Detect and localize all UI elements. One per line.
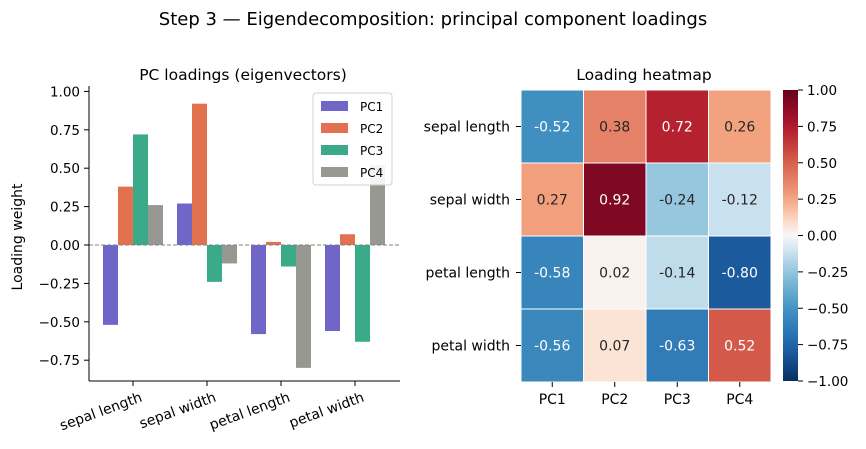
legend-label-pc1: PC1 xyxy=(360,100,383,114)
heatmap-cell-label: 0.02 xyxy=(599,266,630,282)
bar-pc4-petal-length xyxy=(296,245,311,368)
bar-pc2-sepal-length xyxy=(118,186,133,245)
heatmap-cell xyxy=(583,162,647,237)
heatmap-col-label: PC4 xyxy=(726,392,753,408)
heatmap-cell-label: -0.24 xyxy=(659,193,695,209)
bar-pc1-petal-width xyxy=(325,245,340,332)
legend-swatch-pc4 xyxy=(321,167,348,177)
bar-pc1-petal-length xyxy=(251,245,266,335)
heatmap-cell xyxy=(645,235,709,310)
heatmap-row-label: petal length xyxy=(425,266,510,282)
bar-x-tick-label: sepal width xyxy=(137,390,218,433)
legend-swatch-pc3 xyxy=(321,145,348,155)
heatmap-col-label: PC3 xyxy=(664,392,691,408)
bar-pc3-sepal-length xyxy=(133,134,148,245)
colorbar-gradient xyxy=(783,90,798,381)
heatmap-cell xyxy=(645,89,709,164)
bar-pc2-petal-length xyxy=(266,241,281,245)
legend-label-pc4: PC4 xyxy=(360,166,383,180)
colorbar-ticks: 1.00 0.75 0.50 0.25 0.00 −0.25 −0.50 −0.75 −1.00 xyxy=(798,83,848,390)
bar-pc1-sepal-length xyxy=(103,245,118,325)
heatmap-row-label: petal width xyxy=(432,339,511,355)
colorbar-tick-label: 0.50 xyxy=(807,156,837,172)
bar-pc2-petal-width xyxy=(340,234,355,245)
bar-pc1-sepal-width xyxy=(177,203,192,245)
bar-chart-title: PC loadings (eigenvectors) xyxy=(139,66,347,84)
colorbar-tick-label: 0.75 xyxy=(807,119,837,135)
legend: PC1 PC2 PC3 PC4 xyxy=(312,92,393,186)
legend-swatch-pc1 xyxy=(321,101,348,111)
legend-label-pc3: PC3 xyxy=(360,144,383,158)
heatmap-row-label: sepal length xyxy=(424,120,510,136)
heatmap-cell-label: -0.63 xyxy=(659,339,695,355)
heatmap-cells: -0.52 0.38 0.72 0.26 0.27 0.92 -0.24 -0.12 -0.58… xyxy=(520,89,772,383)
heatmap-cell-label: 0.38 xyxy=(599,120,630,136)
heatmap-row-label: sepal width xyxy=(430,193,510,209)
heatmap-cell xyxy=(520,162,584,237)
bar-y-tick-label: 0.00 xyxy=(50,238,80,254)
bar-chart: PC loadings (eigenvectors) Loading weigh… xyxy=(10,66,400,434)
heatmap-col-label: PC1 xyxy=(539,392,566,408)
bar-y-tick-label: 1.00 xyxy=(50,84,80,100)
heatmap-cell-label: 0.72 xyxy=(662,120,693,136)
heatmap-cell xyxy=(520,235,584,310)
heatmap-cell xyxy=(708,162,772,237)
colorbar-tick-label: 0.25 xyxy=(807,192,837,208)
bar-y-tick-label: −0.25 xyxy=(39,276,80,292)
heatmap-cell xyxy=(645,162,709,237)
colorbar-tick-label: 1.00 xyxy=(807,83,837,99)
bar-x-tick-label: petal width xyxy=(287,390,366,432)
heatmap-cell-label: -0.52 xyxy=(534,120,570,136)
heatmap-cell xyxy=(645,308,709,383)
bar-y-tick-label: 0.25 xyxy=(50,200,80,216)
heatmap-title: Loading heatmap xyxy=(576,66,711,84)
bar-pc2-sepal-width xyxy=(192,103,207,245)
bar-x-tick-label: sepal length xyxy=(58,390,145,435)
legend-frame xyxy=(312,92,393,186)
bar-y-tick-label: 0.50 xyxy=(50,161,80,177)
bar-x-tick-label: petal length xyxy=(207,390,292,434)
bar-pc3-petal-width xyxy=(355,245,370,342)
heatmap-cell-label: 0.26 xyxy=(724,120,755,136)
heatmap-cell xyxy=(708,89,772,164)
bar-pc3-petal-length xyxy=(281,245,296,267)
heatmap-cell xyxy=(583,308,647,383)
heatmap-cell-label: -0.80 xyxy=(722,266,758,282)
colorbar-tick-label: −0.50 xyxy=(807,301,848,317)
colorbar-tick-label: −0.25 xyxy=(807,265,848,281)
heatmap-cell-label: -0.12 xyxy=(722,193,758,209)
heatmap-cell xyxy=(520,308,584,383)
heatmap-cell-label: 0.27 xyxy=(537,193,568,209)
colorbar-tick-label: −1.00 xyxy=(807,374,848,390)
heatmap-cell-label: 0.07 xyxy=(599,339,630,355)
bar-y-tick-label: −0.50 xyxy=(39,315,80,331)
heatmap-row-labels: sepal length sepal width petal length petal… xyxy=(424,120,521,355)
heatmap-cell xyxy=(708,235,772,310)
heatmap-cell-label: -0.56 xyxy=(534,339,570,355)
legend-label-pc2: PC2 xyxy=(360,122,383,136)
bar-marks xyxy=(103,103,385,368)
legend-swatch-pc2 xyxy=(321,123,348,133)
colorbar: 1.00 0.75 0.50 0.25 0.00 −0.25 −0.50 −0.75 −1.00 xyxy=(783,83,848,390)
bar-y-ticks: 1.00 0.75 0.50 0.25 0.00 −0.25 −0.50 −0.75 xyxy=(39,84,89,369)
bar-pc4-sepal-width xyxy=(222,245,237,264)
bar-y-tick-label: −0.75 xyxy=(39,353,80,369)
figure-title: Step 3 — Eigendecomposition: principal c… xyxy=(159,9,707,30)
colorbar-tick-label: −0.75 xyxy=(807,338,848,354)
heatmap-cell-label: -0.14 xyxy=(659,266,695,282)
bar-pc3-sepal-width xyxy=(207,245,222,282)
heatmap-col-label: PC2 xyxy=(601,392,628,408)
heatmap-cell-label: -0.58 xyxy=(534,266,570,282)
heatmap-cell-label: 0.52 xyxy=(724,339,755,355)
bar-y-tick-label: 0.75 xyxy=(50,123,80,139)
bar-pc4-sepal-length xyxy=(148,205,163,245)
bar-chart-ylabel: Loading weight xyxy=(10,183,26,290)
heatmap-column-labels: PC1 PC2 PC3 PC4 xyxy=(539,382,753,408)
heatmap-chart: Loading heatmap -0.52 0.38 0.72 0.26 0.27 0.9… xyxy=(424,66,849,408)
colorbar-tick-label: 0.00 xyxy=(807,229,837,245)
heatmap-cell-label: 0.92 xyxy=(599,193,630,209)
